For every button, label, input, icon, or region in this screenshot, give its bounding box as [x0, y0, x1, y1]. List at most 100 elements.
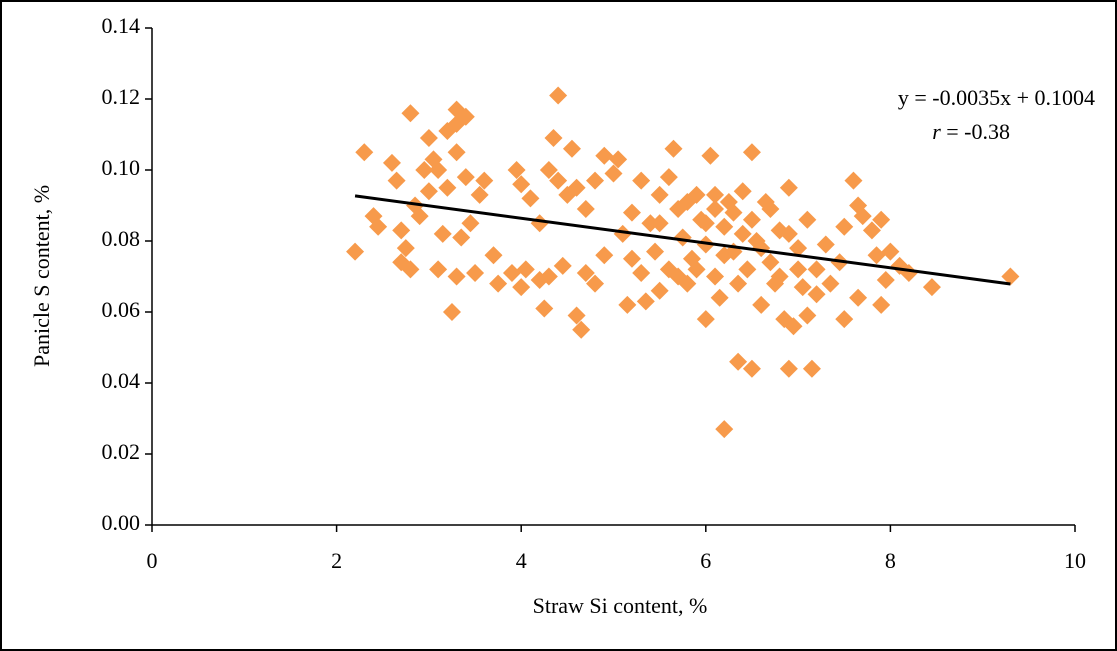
point	[586, 171, 605, 190]
point	[789, 260, 808, 279]
point	[456, 168, 475, 187]
point	[650, 214, 669, 233]
point	[562, 139, 581, 158]
point	[535, 299, 554, 318]
point	[706, 185, 725, 204]
x-tick-label: 4	[516, 548, 527, 573]
x-tick-label: 2	[331, 548, 342, 573]
point	[567, 178, 586, 197]
point	[706, 200, 725, 219]
point	[752, 295, 771, 314]
point	[876, 271, 895, 290]
point	[429, 161, 448, 179]
point	[696, 310, 715, 329]
point	[544, 129, 563, 148]
point	[429, 260, 448, 279]
point	[415, 161, 434, 179]
y-tick-label: 0.04	[102, 368, 141, 393]
point	[650, 185, 669, 204]
point	[821, 274, 840, 293]
point	[447, 267, 466, 286]
point	[484, 246, 503, 265]
point	[586, 274, 605, 293]
point	[396, 239, 415, 258]
point	[715, 420, 734, 439]
point	[752, 239, 771, 258]
x-tick-label: 6	[700, 548, 711, 573]
y-tick-label: 0.00	[102, 510, 141, 535]
point	[507, 161, 526, 179]
point	[549, 86, 568, 105]
point	[659, 168, 678, 187]
point	[604, 164, 623, 183]
point	[447, 143, 466, 162]
point	[729, 352, 748, 371]
point	[401, 260, 420, 279]
point	[475, 171, 494, 190]
point	[646, 242, 665, 261]
point	[567, 306, 586, 325]
point	[779, 224, 798, 243]
point	[641, 214, 660, 233]
point	[710, 288, 729, 307]
point	[784, 317, 803, 336]
point	[849, 288, 868, 307]
y-tick-label: 0.06	[102, 297, 141, 322]
x-tick-label: 8	[885, 548, 896, 573]
point	[1001, 267, 1020, 286]
trendline	[354, 194, 1011, 286]
r-symbol: r	[932, 119, 941, 144]
point	[761, 253, 780, 272]
point	[595, 146, 614, 165]
point	[622, 249, 641, 268]
point	[715, 217, 734, 236]
point	[622, 203, 641, 222]
y-tick-label: 0.12	[102, 84, 141, 109]
point	[355, 143, 374, 162]
point	[539, 161, 558, 179]
point	[576, 263, 595, 282]
y-axis-label: Panicle S content, %	[29, 185, 54, 367]
point	[572, 320, 591, 339]
point	[678, 192, 697, 211]
point	[715, 246, 734, 265]
point	[867, 246, 886, 265]
point	[456, 107, 475, 126]
point	[438, 178, 457, 197]
point	[461, 214, 480, 233]
point	[452, 228, 471, 247]
y-tick-label: 0.08	[102, 226, 141, 251]
point	[369, 217, 388, 236]
point	[466, 263, 485, 282]
point	[742, 143, 761, 162]
point	[779, 359, 798, 378]
point	[410, 207, 429, 226]
point	[664, 139, 683, 158]
point	[687, 260, 706, 279]
point	[553, 256, 572, 275]
x-axis-label: Straw Si content, %	[533, 593, 708, 618]
point	[779, 178, 798, 197]
point	[881, 242, 900, 261]
point	[872, 295, 891, 314]
point	[733, 224, 752, 243]
point	[724, 203, 743, 222]
point	[798, 210, 817, 229]
x-tick-label: 0	[147, 548, 158, 573]
point	[862, 221, 881, 240]
point	[650, 281, 669, 300]
point	[761, 200, 780, 219]
point	[392, 221, 411, 240]
point	[798, 306, 817, 325]
point	[419, 182, 438, 201]
point	[636, 292, 655, 311]
point	[609, 150, 628, 169]
point	[872, 210, 891, 229]
point	[802, 359, 821, 378]
point	[549, 171, 568, 190]
point	[696, 235, 715, 254]
point	[853, 207, 872, 226]
r-value: = -0.38	[941, 119, 1010, 144]
point	[742, 359, 761, 378]
